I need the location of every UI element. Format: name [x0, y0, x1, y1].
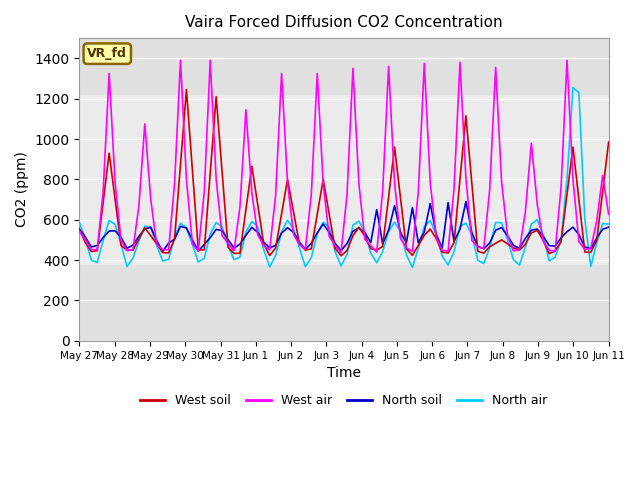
West soil [76, 227, 83, 232]
West air [456, 60, 464, 65]
North soil [76, 226, 83, 232]
Line: West air: West air [79, 60, 609, 253]
West soil [593, 238, 600, 243]
West air [177, 58, 184, 63]
West soil [540, 238, 547, 243]
North air [236, 254, 244, 260]
West soil [527, 230, 535, 236]
Line: West soil: West soil [79, 90, 609, 256]
West air [605, 211, 612, 217]
North soil [605, 224, 612, 230]
West soil [605, 139, 612, 145]
West soil [337, 253, 345, 259]
West soil [456, 177, 464, 182]
North soil [242, 232, 250, 238]
West soil [182, 87, 190, 93]
North air [533, 216, 541, 222]
X-axis label: Time: Time [327, 366, 361, 380]
North soil [527, 227, 535, 233]
North air [593, 240, 600, 246]
West air [540, 238, 547, 244]
North air [569, 84, 577, 90]
West soil [147, 233, 155, 239]
West soil [242, 207, 250, 213]
West air [593, 218, 600, 224]
North soil [540, 233, 547, 239]
Line: North soil: North soil [79, 202, 609, 252]
North air [147, 225, 155, 230]
North air [408, 264, 416, 270]
North air [76, 219, 83, 225]
North soil [159, 249, 166, 254]
Legend: West soil, West air, North soil, North air: West soil, West air, North soil, North a… [136, 389, 552, 412]
North soil [147, 224, 155, 230]
North soil [462, 199, 470, 204]
Line: North air: North air [79, 87, 609, 267]
West air [242, 107, 250, 113]
Text: VR_fd: VR_fd [87, 47, 127, 60]
West air [527, 140, 535, 146]
Y-axis label: CO2 (ppm): CO2 (ppm) [15, 152, 29, 228]
West air [147, 197, 155, 203]
North soil [593, 235, 600, 241]
West air [337, 250, 345, 256]
North soil [450, 239, 458, 244]
North air [450, 249, 458, 255]
Title: Vaira Forced Diffusion CO2 Concentration: Vaira Forced Diffusion CO2 Concentration [185, 15, 503, 30]
West air [76, 228, 83, 234]
North air [522, 244, 529, 250]
Bar [79, 95, 609, 264]
North air [605, 221, 612, 227]
